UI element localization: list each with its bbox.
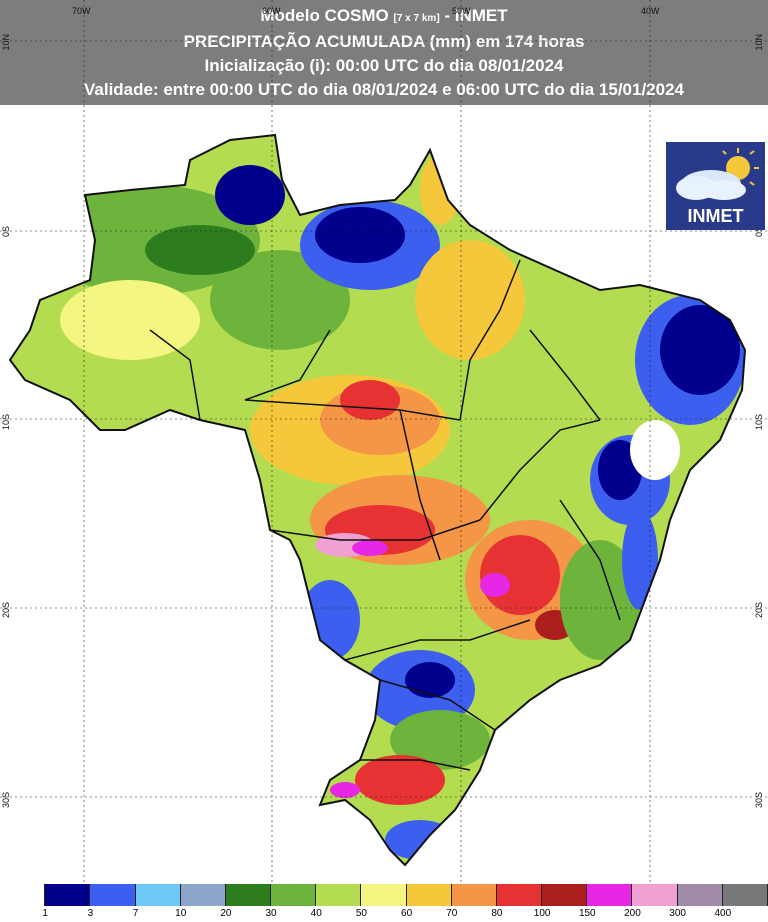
legend-swatch: [225, 884, 272, 906]
inmet-logo: INMET: [666, 142, 765, 230]
sun-cloud-icon: [676, 148, 759, 200]
legend-swatch: [496, 884, 543, 906]
legend-label: 10: [175, 908, 187, 919]
legend-swatch: [180, 884, 226, 906]
precip-field: [10, 135, 745, 865]
legend-swatch: [135, 884, 181, 906]
title-validity: Validade: entre 00:00 UTC do dia 08/01/2…: [83, 80, 684, 99]
precipitation-map: [0, 105, 768, 884]
title-product: PRECIPITAÇÃO ACUMULADA (mm) em 174 horas: [183, 32, 585, 51]
legend-swatch: [406, 884, 452, 906]
legend-label: 150: [578, 908, 596, 919]
legend-swatch: [45, 884, 91, 906]
legend-swatch: [587, 884, 633, 906]
legend-swatch: [316, 884, 362, 906]
lon-label-70w: 70W: [72, 6, 91, 16]
legend-label: 100: [533, 908, 551, 919]
legend-label: 40: [310, 908, 322, 919]
graticule: [0, 105, 768, 884]
legend-label: 80: [491, 908, 503, 919]
legend-swatch: [677, 884, 723, 906]
legend-swatch: [542, 884, 588, 906]
legend-swatch: [361, 884, 407, 906]
map-header: Modelo COSMO [7 x 7 km] - INMET PRECIPIT…: [0, 0, 768, 105]
legend-swatch: [722, 884, 768, 906]
legend-labels: 1 3 7 10 20 30 40 50 60 70 80 100 150 200 300 400: [0, 908, 768, 922]
legend-label: 7: [132, 908, 139, 919]
legend-swatches: [0, 884, 768, 906]
legend-label: 70: [446, 908, 458, 919]
legend-label: 60: [401, 908, 413, 919]
legend-swatch: [632, 884, 678, 906]
logo-text: INMET: [687, 206, 744, 226]
legend-label: 3: [87, 908, 94, 919]
lon-label-60w: 60W: [262, 6, 281, 16]
state-borders: [149, 259, 621, 771]
legend-label: 400: [714, 908, 732, 919]
legend-label: 300: [669, 908, 686, 919]
legend-swatch: [451, 884, 497, 906]
legend-label: 30: [265, 908, 277, 919]
country-outline: [8, 133, 747, 867]
legend-label: 1: [42, 908, 48, 919]
legend-label: 50: [355, 908, 367, 919]
legend-swatch: [0, 884, 46, 906]
title-model: Modelo COSMO [7 x 7 km] - INMET: [260, 6, 508, 25]
title-initialization: Inicialização (i): 00:00 UTC do dia 08/0…: [204, 56, 564, 75]
legend-label: 20: [220, 908, 232, 919]
legend-swatch: [90, 884, 136, 906]
color-legend: 1 3 7 10 20 30 40 50 60 70 80 100 150 200 300 400: [0, 884, 768, 922]
graticule-top: [0, 0, 768, 105]
legend-swatch: [271, 884, 317, 906]
legend-label: 200: [624, 908, 641, 919]
